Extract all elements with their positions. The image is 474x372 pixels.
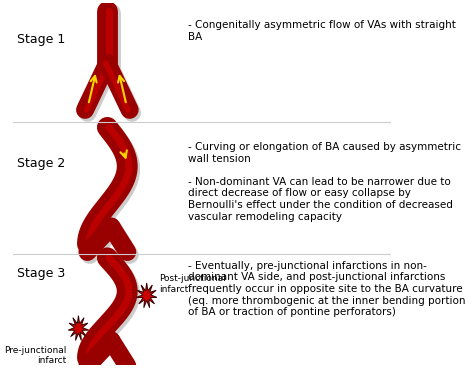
- Text: - Curving or elongation of BA caused by asymmetric
wall tension

- Non-dominant : - Curving or elongation of BA caused by …: [189, 142, 462, 222]
- Text: Stage 1: Stage 1: [18, 33, 66, 46]
- Text: Stage 2: Stage 2: [18, 157, 66, 170]
- Text: Pre-junctional
infarct: Pre-junctional infarct: [4, 346, 66, 365]
- Polygon shape: [137, 283, 157, 308]
- Text: Post-junctional
infarct: Post-junctional infarct: [159, 274, 226, 294]
- Polygon shape: [68, 316, 89, 340]
- Text: Stage 3: Stage 3: [18, 267, 66, 280]
- Text: - Eventually, pre-junctional infarctions in non-
dominant VA side, and post-junc: - Eventually, pre-junctional infarctions…: [189, 261, 466, 317]
- Text: - Congenitally asymmetric flow of VAs with straight
BA: - Congenitally asymmetric flow of VAs wi…: [189, 20, 456, 42]
